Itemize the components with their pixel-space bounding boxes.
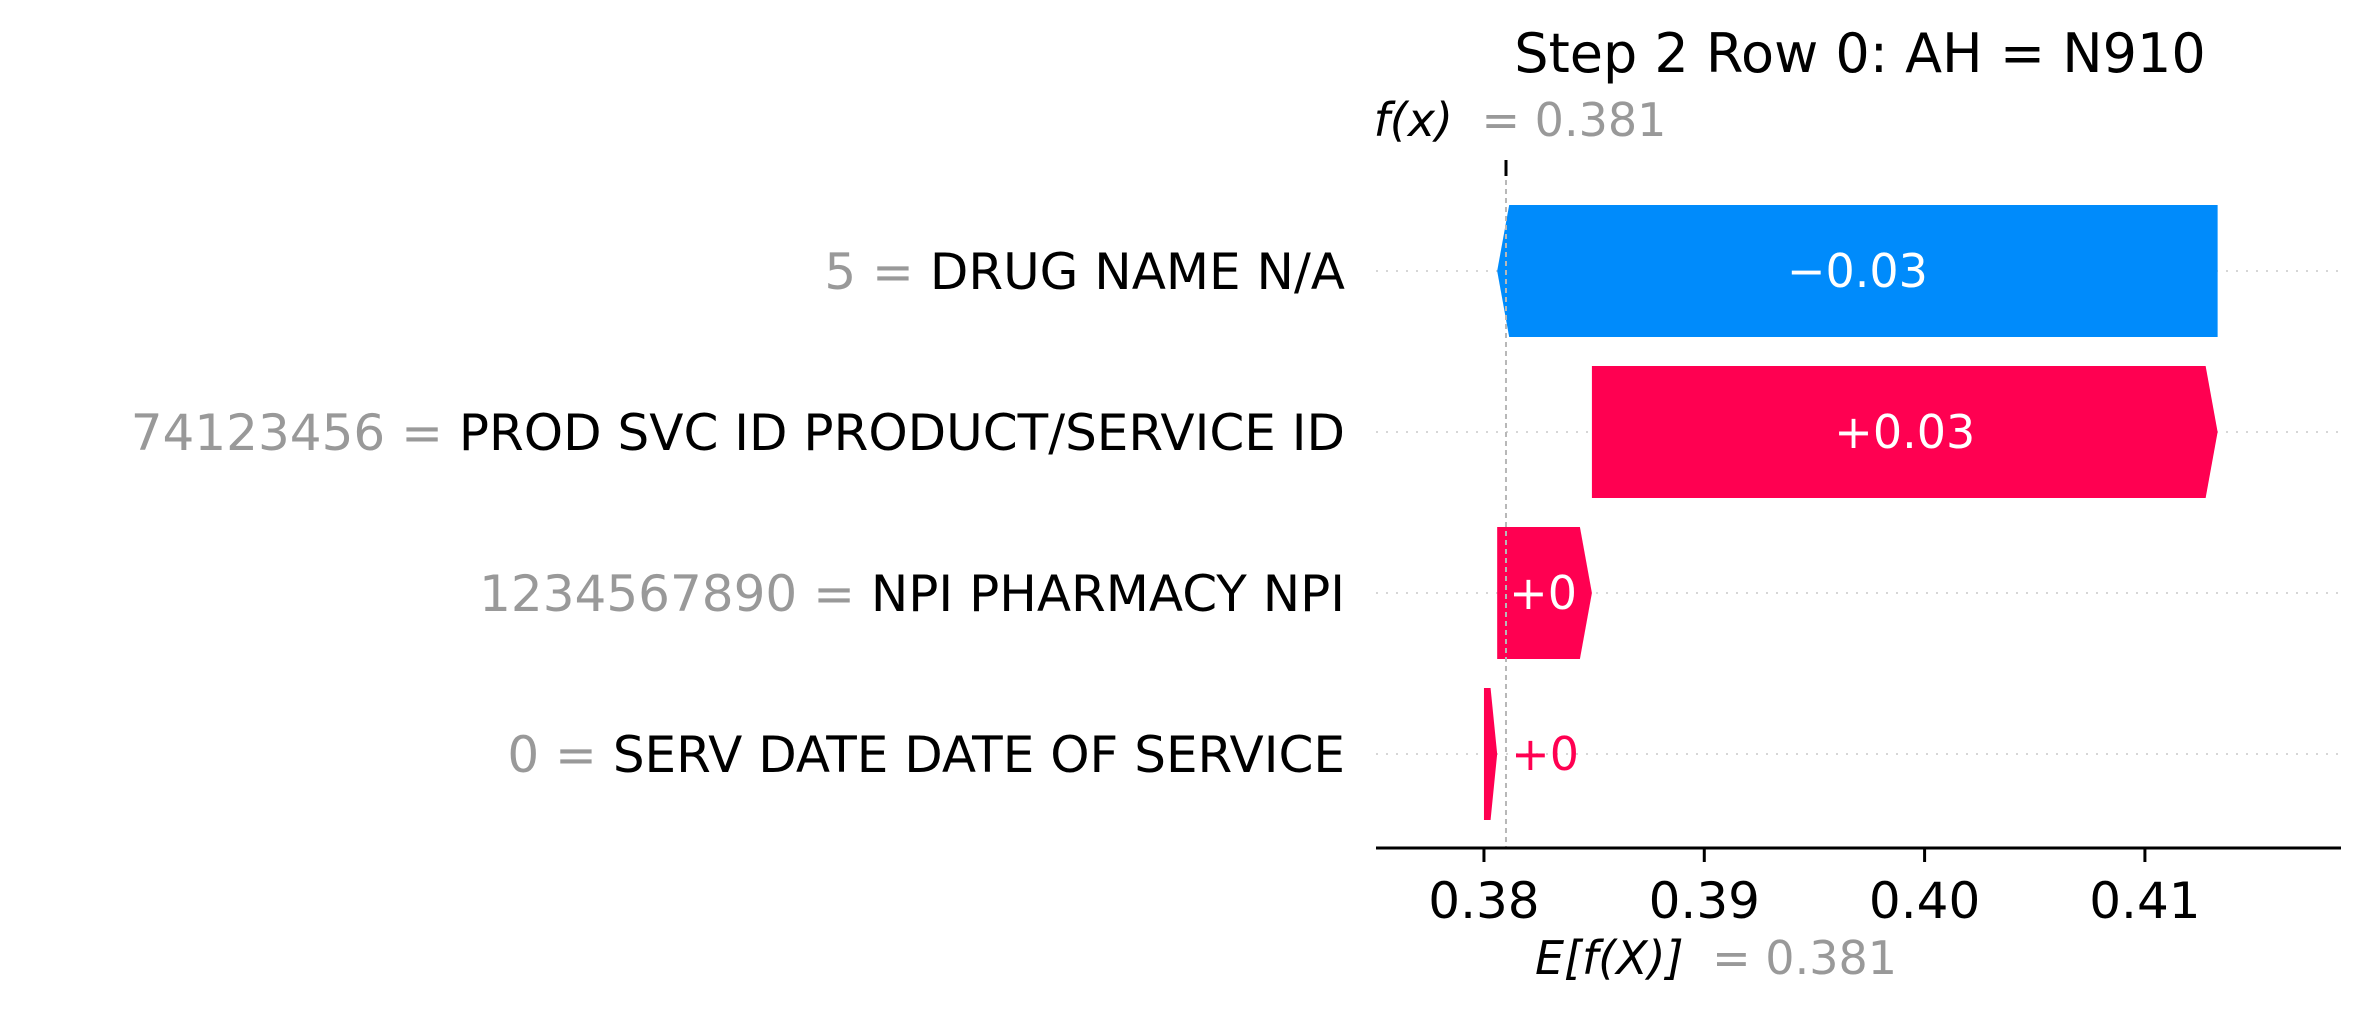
x-tick-label: 0.41 bbox=[2089, 872, 2200, 930]
fx-label: f(x) bbox=[1374, 93, 1453, 147]
feature-label: 0 = SERV DATE DATE OF SERVICE bbox=[507, 726, 1345, 784]
x-tick-label: 0.40 bbox=[1869, 872, 1980, 930]
bar-value-label: +0 bbox=[1509, 566, 1577, 620]
bar-value-label: +0 bbox=[1511, 727, 1579, 781]
feature-label: 74123456 = PROD SVC ID PRODUCT/SERVICE I… bbox=[131, 404, 1345, 462]
fx-marker: f(x) = 0.381 bbox=[1374, 93, 1667, 848]
feature-name: NPI PHARMACY NPI bbox=[871, 565, 1345, 623]
waterfall-bar bbox=[1497, 527, 1592, 659]
fx-value: = 0.381 bbox=[1482, 93, 1667, 147]
feature-rows: −0.03 5 = DRUG NAME N/A +0.03 74123456 = PR… bbox=[131, 205, 2341, 820]
bar-value-label: +0.03 bbox=[1834, 405, 1975, 459]
feature-label: 1234567890 = NPI PHARMACY NPI bbox=[479, 565, 1345, 623]
feature-name: SERV DATE DATE OF SERVICE bbox=[613, 726, 1345, 784]
fx-label-text: f(x) = 0.381 bbox=[1374, 93, 1667, 147]
chart-title: Step 2 Row 0: AH = N910 bbox=[1514, 22, 2205, 85]
waterfall-bar bbox=[1497, 205, 2218, 337]
feature-label: 5 = DRUG NAME N/A bbox=[824, 243, 1345, 301]
x-tick-label: 0.38 bbox=[1428, 872, 1539, 930]
feature-name: PROD SVC ID PRODUCT/SERVICE ID bbox=[459, 404, 1345, 462]
bar-value-label: −0.03 bbox=[1787, 244, 1928, 298]
feature-value: 5 = bbox=[824, 243, 930, 301]
x-axis: 0.38 0.39 0.40 0.41 bbox=[1376, 846, 2341, 930]
waterfall-bar bbox=[1483, 688, 1498, 820]
waterfall-bar bbox=[1591, 366, 2218, 498]
ex-value: = 0.381 bbox=[1712, 931, 1897, 985]
feature-name: DRUG NAME N/A bbox=[930, 243, 1345, 301]
feature-value: 0 = bbox=[507, 726, 613, 784]
feature-value: 1234567890 = bbox=[479, 565, 871, 623]
ex-label-text: E[f(X)] = 0.381 bbox=[1535, 931, 1897, 985]
ex-label: E[f(X)] bbox=[1535, 931, 1684, 985]
feature-value: 74123456 = bbox=[131, 404, 459, 462]
x-tick-label: 0.39 bbox=[1649, 872, 1760, 930]
